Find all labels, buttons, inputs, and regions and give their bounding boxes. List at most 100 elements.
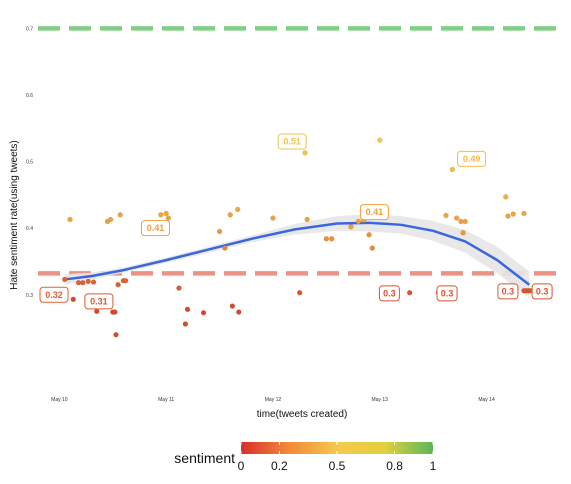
data-point: [85, 278, 91, 285]
data-point: [227, 212, 233, 218]
reference-lines: [38, 26, 563, 276]
data-label-text: 0.51: [283, 137, 301, 147]
data-labels: 0.32 0.31 0.41 0.51 0.41 0.3 0.3 0.49 0.3 0.3: [39, 133, 553, 310]
data-point: [67, 216, 73, 223]
legend-tick-label: 0: [238, 459, 245, 473]
data-label-box: [277, 133, 307, 150]
data-point: [80, 280, 86, 286]
data-label-box: [140, 220, 170, 237]
data-point: [462, 218, 468, 225]
data-label-box: [39, 286, 69, 303]
x-tick-label: May 11: [158, 397, 174, 403]
data-label-text: 0.3: [536, 286, 549, 296]
data-point: [107, 216, 114, 223]
data-label: 0.41: [359, 204, 389, 221]
data-point: [505, 213, 511, 219]
x-tick-label: May 12: [265, 397, 282, 403]
data-point: [503, 194, 509, 200]
data-label: 0.3: [378, 285, 400, 302]
data-label-text: 0.3: [441, 288, 454, 298]
data-label-text: 0.3: [502, 286, 515, 296]
data-point: [235, 206, 241, 213]
data-label-box: [359, 204, 389, 221]
data-label-box: [457, 150, 487, 167]
y-tick-label: 0.6: [26, 93, 33, 99]
data-label: 0.3: [531, 283, 553, 300]
legend-tick-label: 0.5: [329, 459, 346, 473]
x-axis-ticks: May 10 May 11 May 12 May 13 May 14: [51, 397, 495, 403]
data-point: [163, 210, 169, 217]
y-axis-title: Hate sentiment rate(using tweets): [9, 140, 20, 290]
data-label: 0.51: [277, 133, 307, 150]
x-tick-label: May 14: [478, 397, 495, 403]
data-point: [222, 245, 228, 251]
data-point: [406, 290, 413, 296]
data-point: [113, 332, 119, 338]
data-label-box: [531, 283, 553, 300]
smooth-band: [64, 214, 530, 299]
data-label: 0.32: [39, 286, 69, 303]
data-point: [200, 310, 207, 316]
data-point: [304, 216, 310, 223]
data-point: [521, 210, 527, 217]
data-point: [270, 215, 276, 221]
smooth-confidence-band: [64, 214, 530, 299]
y-tick-label: 0.5: [26, 160, 33, 166]
data-point: [453, 215, 460, 221]
x-axis-title: time(tweets created): [257, 409, 348, 420]
y-tick-label: 0.3: [26, 293, 33, 299]
y-axis-ticks: 0.3 0.4 0.5 0.6 0.7: [26, 26, 33, 298]
data-label-box: [378, 285, 400, 302]
data-label: 0.49: [457, 150, 487, 167]
data-point: [184, 306, 191, 313]
data-point: [94, 308, 100, 315]
data-point: [182, 321, 189, 327]
legend-tick-label: 1: [430, 459, 437, 473]
data-label-box: [497, 283, 519, 300]
data-label: 0.41: [140, 220, 170, 237]
data-point: [90, 279, 97, 285]
legend-title: sentiment: [174, 450, 235, 466]
data-point: [366, 232, 372, 238]
data-point: [229, 303, 236, 309]
legend-colorbar: [241, 442, 433, 454]
data-label: 0.31: [84, 293, 114, 310]
data-point: [70, 296, 76, 303]
data-point: [348, 224, 354, 230]
x-tick-label: May 13: [372, 397, 389, 403]
data-label-text: 0.32: [45, 290, 63, 300]
data-label-text: 0.41: [366, 207, 384, 217]
data-point: [158, 212, 164, 218]
data-point: [329, 236, 335, 242]
data-point: [377, 137, 383, 143]
data-label-text: 0.41: [147, 223, 165, 233]
data-point: [460, 230, 466, 236]
data-point: [176, 285, 182, 291]
data-point: [302, 150, 308, 156]
data-point: [216, 228, 223, 235]
y-tick-label: 0.7: [26, 26, 33, 32]
data-point: [112, 309, 118, 315]
data-point: [369, 245, 375, 251]
legend-tick-label: 0.2: [271, 459, 288, 473]
data-point: [296, 290, 303, 296]
data-label-box: [436, 285, 458, 302]
data-label-text: 0.31: [90, 296, 108, 306]
data-label: 0.3: [497, 283, 519, 300]
data-point: [510, 211, 516, 217]
legend-ticks: 0 0.2 0.5 0.8 1: [238, 442, 437, 473]
data-label-box: [84, 293, 114, 310]
data-label-text: 0.49: [463, 154, 481, 164]
data-point: [165, 215, 171, 221]
data-point: [449, 166, 456, 173]
data-point: [443, 212, 449, 219]
data-point: [122, 278, 129, 284]
data-point: [355, 218, 362, 225]
smooth-line: [64, 221, 531, 286]
x-tick-label: May 10: [51, 397, 68, 403]
data-point: [117, 212, 123, 218]
smooth-trend-line: [64, 221, 531, 286]
y-tick-label: 0.4: [26, 226, 33, 232]
data-point: [115, 282, 121, 288]
